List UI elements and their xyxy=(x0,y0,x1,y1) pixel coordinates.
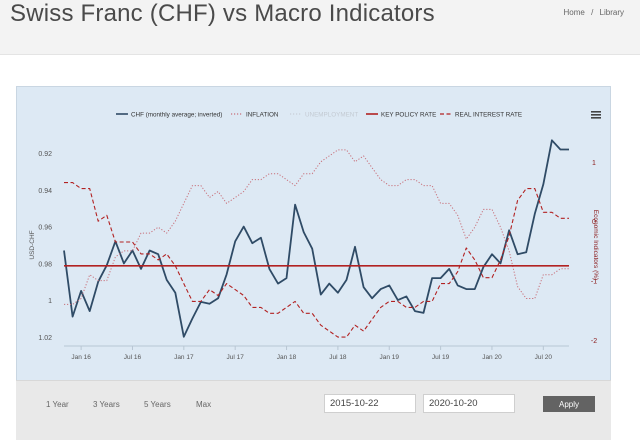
y-tick-label-1: 0.94 xyxy=(38,188,52,195)
breadcrumb-separator: / xyxy=(591,8,594,17)
y-tick-label-4: 1 xyxy=(48,298,52,305)
y2-tick-label-2: -1 xyxy=(591,279,597,286)
x-tick-label-5: Jul 18 xyxy=(329,354,347,361)
chf-macro-chart: 0.92 0.94 0.96 0.98 1 1.02 1 0 -1 -2 USD-CHF Econom… xyxy=(29,111,601,361)
start-date-input[interactable] xyxy=(324,394,416,413)
period-3-years[interactable]: 3 Years xyxy=(93,400,120,409)
x-tick-label-3: Jul 17 xyxy=(227,354,245,361)
y2-tick-label-1: 0 xyxy=(592,219,596,226)
page-header: Swiss Franc (CHF) vs Macro Indicators Ho… xyxy=(0,0,640,55)
x-tick-label-8: Jan 20 xyxy=(482,354,502,361)
x-tick-label-6: Jan 19 xyxy=(379,354,399,361)
breadcrumb-home[interactable]: Home xyxy=(563,8,585,17)
date-range-controls: 1 Year 3 Years 5 Years Max Apply xyxy=(16,380,611,440)
hamburger-menu-icon[interactable] xyxy=(591,111,601,119)
legend-label-0: CHF (monthly average; inverted) xyxy=(131,112,222,119)
y2-tick-label-0: 1 xyxy=(592,160,596,167)
legend-label-3: KEY POLICY RATE xyxy=(381,112,436,119)
x-tick-label-7: Jul 19 xyxy=(432,354,450,361)
y-tick-label-5: 1.02 xyxy=(38,335,52,342)
period-5-years[interactable]: 5 Years xyxy=(144,400,171,409)
period-1-year[interactable]: 1 Year xyxy=(46,400,69,409)
y-tick-label-0: 0.92 xyxy=(38,151,52,158)
y-axis-title: USD-CHF xyxy=(29,230,36,259)
page-title: Swiss Franc (CHF) vs Macro Indicators xyxy=(10,0,435,27)
series-line-inflation xyxy=(64,149,569,305)
x-tick-label-2: Jan 17 xyxy=(174,354,194,361)
x-tick-label-9: Jul 20 xyxy=(535,354,553,361)
x-tick-label-0: Jan 16 xyxy=(71,354,91,361)
y-tick-label-3: 0.98 xyxy=(38,261,52,268)
apply-button[interactable]: Apply xyxy=(543,396,595,412)
y2-tick-label-3: -2 xyxy=(591,338,597,345)
breadcrumb-current[interactable]: Library xyxy=(599,8,624,17)
y-tick-label-2: 0.96 xyxy=(38,225,52,232)
x-tick-label-4: Jan 18 xyxy=(277,354,297,361)
end-date-input[interactable] xyxy=(423,394,515,413)
period-max[interactable]: Max xyxy=(196,400,212,409)
legend-label-1: INFLATION xyxy=(246,112,279,119)
legend-label-2: UNEMPLOYMENT xyxy=(305,112,358,119)
legend-label-4: REAL INTEREST RATE xyxy=(455,112,522,119)
breadcrumb: Home / Library xyxy=(562,8,627,17)
y2-axis-title: Economic Indicators (%) xyxy=(592,210,599,280)
series-line-chf-monthly-average-inverted xyxy=(63,139,569,338)
series-line-real-interest-rate xyxy=(64,182,569,338)
x-tick-label-1: Jul 16 xyxy=(124,354,142,361)
